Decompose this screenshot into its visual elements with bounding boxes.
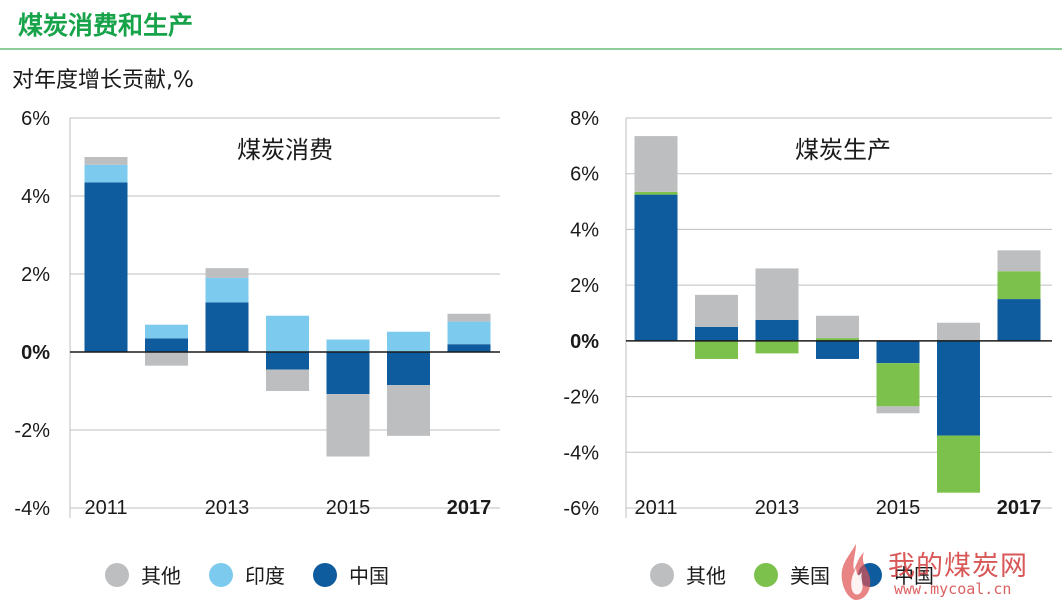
y-tick-label: -4% xyxy=(563,442,599,464)
chart-title: 煤炭消费 xyxy=(237,136,333,164)
y-tick-label: 8% xyxy=(570,108,599,130)
bar-china-2011 xyxy=(634,194,678,341)
legend-label-other: 其他 xyxy=(141,564,181,588)
x-tick-label: 2011 xyxy=(84,497,127,519)
watermark-text: 我的煤炭网 xyxy=(888,551,1028,582)
bar-india-2012 xyxy=(145,324,188,339)
legend-item-usa: 美国 xyxy=(754,560,830,589)
legend-dot-china xyxy=(313,562,337,587)
bar-other-2014 xyxy=(266,369,309,391)
bar-india-2016 xyxy=(387,331,430,352)
flame-logo-icon xyxy=(841,544,871,600)
y-tick-label: -6% xyxy=(563,498,599,520)
bar-usa-2013 xyxy=(755,340,799,354)
page-title: 煤炭消费和生产 xyxy=(18,11,194,40)
bar-china-2015 xyxy=(326,352,370,395)
watermark-url: www.mycoal.cn xyxy=(894,580,1012,598)
legend-item-india: 印度 xyxy=(209,560,285,589)
bar-china-2017 xyxy=(447,344,491,352)
bar-china-2012 xyxy=(695,326,738,341)
x-tick-label: 2013 xyxy=(205,497,250,519)
y-tick-label: 0% xyxy=(21,342,50,364)
bar-other-2017 xyxy=(447,313,491,322)
y-tick-label: 6% xyxy=(21,108,50,130)
x-tick-label: 2011 xyxy=(634,497,677,519)
y-tick-label: 4% xyxy=(570,219,599,241)
bar-india-2014 xyxy=(266,315,309,352)
x-tick-label: 2017 xyxy=(997,497,1042,519)
bar-other-2014 xyxy=(816,315,859,339)
bar-other-2011 xyxy=(84,157,128,165)
legend-item-other: 其他 xyxy=(105,560,181,589)
bar-other-2011 xyxy=(634,136,678,192)
bar-china-2013 xyxy=(205,302,249,352)
bar-other-2016 xyxy=(937,322,980,341)
legend-label-china: 中国 xyxy=(349,564,389,588)
bar-china-2013 xyxy=(755,319,799,341)
bar-other-2012 xyxy=(145,352,188,366)
bar-india-2017 xyxy=(447,321,491,345)
x-tick-label: 2015 xyxy=(326,497,371,519)
legend-item-china: 中国 xyxy=(313,560,389,589)
bar-other-2017 xyxy=(997,250,1041,272)
bar-india-2013 xyxy=(205,277,249,303)
header: 煤炭消费和生产 xyxy=(18,6,193,42)
y-tick-label: 2% xyxy=(21,264,50,286)
bar-india-2011 xyxy=(84,164,128,183)
y-tick-label: 2% xyxy=(570,275,599,297)
bar-other-2013 xyxy=(755,268,799,320)
y-tick-label: 0% xyxy=(570,331,599,353)
watermark: 我的煤炭网 www.mycoal.cn xyxy=(826,540,1062,610)
y-tick-label: 4% xyxy=(21,186,50,208)
bar-other-2012 xyxy=(695,294,738,327)
y-tick-label: -2% xyxy=(14,420,50,442)
bar-usa-2017 xyxy=(997,271,1041,300)
bar-china-2015 xyxy=(876,340,920,364)
bar-india-2015 xyxy=(326,339,370,352)
x-tick-label: 2017 xyxy=(447,497,492,519)
legend-label-china: 中国 xyxy=(894,564,934,588)
y-tick-label: 6% xyxy=(570,164,599,186)
bar-other-2015 xyxy=(876,406,920,414)
legend-label-india: 印度 xyxy=(245,564,285,588)
bar-usa-2015 xyxy=(876,363,920,407)
legend-dot-usa xyxy=(754,562,778,587)
title-divider xyxy=(0,48,1062,50)
legend-dot-other xyxy=(650,562,674,587)
chart-title: 煤炭生产 xyxy=(795,136,891,164)
y-tick-label: -2% xyxy=(563,387,599,409)
bar-china-2014 xyxy=(266,352,309,370)
bar-other-2015 xyxy=(326,394,370,457)
x-tick-label: 2015 xyxy=(876,497,921,519)
bar-other-2013 xyxy=(205,268,249,278)
legend-label-other: 其他 xyxy=(686,564,726,588)
bar-china-2014 xyxy=(816,340,859,359)
bar-china-2011 xyxy=(84,182,128,352)
bar-usa-2014 xyxy=(816,338,859,341)
consumption-legend: 其他 印度 中国 xyxy=(105,560,417,589)
y-axis-unit-label: 对年度增长贡献,% xyxy=(12,68,194,93)
bar-china-2016 xyxy=(387,352,430,386)
legend-item-other: 其他 xyxy=(650,560,726,589)
y-tick-label: -4% xyxy=(14,498,50,520)
bar-usa-2012 xyxy=(695,340,738,359)
bar-usa-2011 xyxy=(634,191,678,195)
legend-label-usa: 美国 xyxy=(790,564,830,588)
bar-other-2016 xyxy=(387,385,430,436)
bar-usa-2016 xyxy=(937,435,980,493)
legend-dot-other xyxy=(105,562,129,587)
legend-dot-india xyxy=(209,562,233,587)
bar-china-2017 xyxy=(997,299,1041,341)
bar-china-2012 xyxy=(145,338,188,352)
bar-china-2016 xyxy=(937,340,980,436)
x-tick-label: 2013 xyxy=(755,497,800,519)
